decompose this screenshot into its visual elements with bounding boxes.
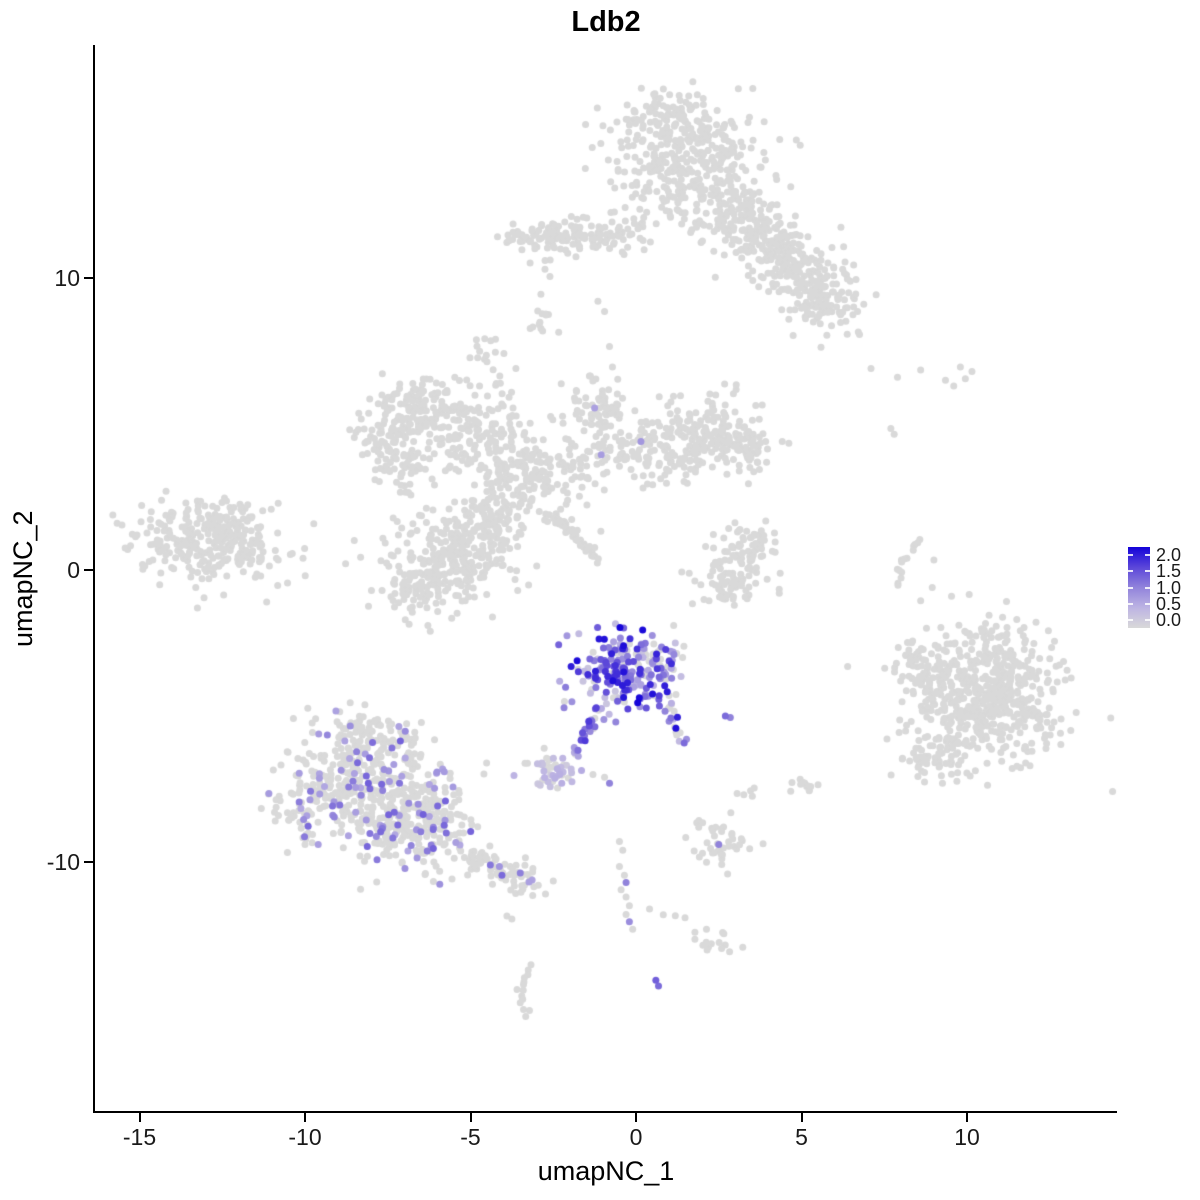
legend-tick-mark bbox=[1145, 570, 1150, 573]
x-tick-mark bbox=[966, 1113, 968, 1122]
x-tick-mark bbox=[469, 1113, 472, 1122]
legend-value-label: 1.0 bbox=[1156, 577, 1182, 598]
legend-tick-mark bbox=[1128, 554, 1133, 557]
y-tick-label: 0 bbox=[67, 557, 80, 583]
legend-value-label: 0.5 bbox=[1156, 593, 1182, 614]
y-tick-label: -10 bbox=[46, 849, 80, 875]
legend-gradient-bar bbox=[1128, 547, 1150, 628]
y-axis-line bbox=[93, 45, 95, 1113]
x-tick-mark bbox=[635, 1113, 637, 1122]
legend-tick-mark bbox=[1128, 570, 1133, 573]
legend-tick-mark bbox=[1128, 586, 1133, 589]
y-tick-label: 10 bbox=[54, 265, 80, 291]
x-tick-label: 5 bbox=[795, 1124, 808, 1150]
x-tick-mark bbox=[138, 1113, 141, 1122]
legend-tick-mark bbox=[1128, 602, 1133, 605]
legend-value-label: 2.0 bbox=[1156, 545, 1182, 566]
legend-tick-mark bbox=[1145, 618, 1150, 621]
x-tick-label: 10 bbox=[954, 1124, 980, 1150]
expression-legend: 2.0 1.5 1.0 0.5 0.0 bbox=[1126, 540, 1200, 635]
x-tick-label: -10 bbox=[288, 1124, 322, 1150]
y-tick-mark bbox=[84, 277, 93, 279]
legend-value-label: 1.5 bbox=[1156, 561, 1182, 582]
y-axis-title: umapNC_2 bbox=[8, 510, 38, 648]
legend-tick-mark bbox=[1145, 602, 1150, 605]
legend-tick-mark bbox=[1128, 618, 1133, 621]
y-tick-mark bbox=[84, 861, 93, 863]
x-axis-title: umapNC_1 bbox=[537, 1156, 675, 1186]
x-axis-line bbox=[93, 1111, 1117, 1113]
x-tick-label: -15 bbox=[122, 1124, 157, 1150]
legend-value-label: 0.0 bbox=[1156, 609, 1182, 630]
legend-tick-mark bbox=[1145, 586, 1150, 589]
y-tick-mark bbox=[84, 569, 93, 571]
plot-title: Ldb2 bbox=[571, 6, 641, 38]
legend-tick-mark bbox=[1145, 554, 1150, 557]
x-tick-label: -5 bbox=[460, 1124, 481, 1150]
x-tick-label: 0 bbox=[629, 1124, 643, 1150]
x-tick-mark bbox=[304, 1113, 306, 1122]
x-tick-mark bbox=[800, 1113, 803, 1122]
